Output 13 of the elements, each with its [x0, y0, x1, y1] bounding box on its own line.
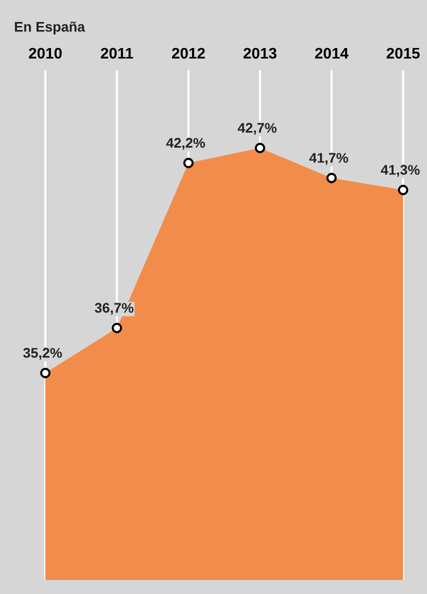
x-tick-label: 2011 [100, 48, 134, 59]
data-label: 42,7% [238, 122, 277, 135]
data-label: 42,2% [166, 138, 206, 150]
chart-title: En España [14, 22, 86, 34]
x-tick-label: 2015 [386, 48, 420, 59]
data-label: 41,7% [309, 152, 348, 165]
x-tick-label: 2012 [172, 48, 205, 59]
x-tick-label: 2014 [315, 48, 348, 59]
x-tick-label: 2010 [28, 48, 62, 59]
data-label: 41,3% [380, 164, 420, 177]
data-label: 35,2% [23, 348, 62, 360]
x-tick-label: 2013 [244, 48, 276, 59]
data-label: 36,7% [94, 302, 134, 315]
